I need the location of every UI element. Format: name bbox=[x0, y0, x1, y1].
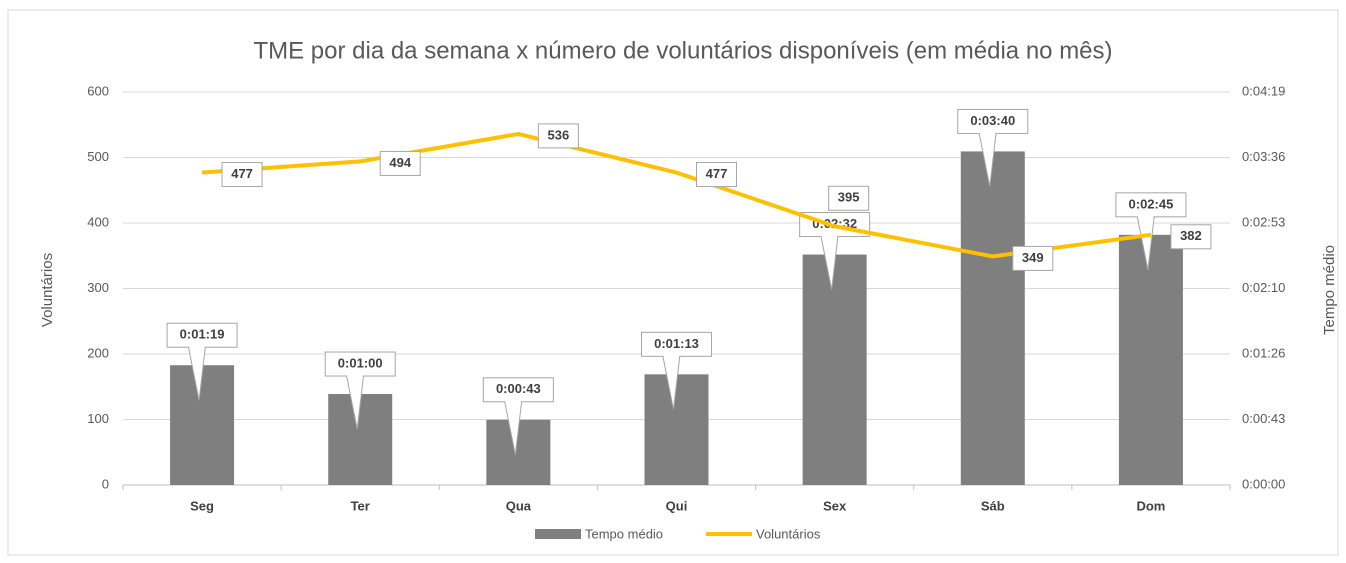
bar bbox=[960, 151, 1025, 485]
x-tick-label: Seg bbox=[190, 498, 214, 513]
y2-tick-label: 0:00:00 bbox=[1242, 476, 1285, 491]
callout-box bbox=[1012, 245, 1054, 271]
y-tick-label: 300 bbox=[87, 280, 109, 295]
y-tick-label: 0 bbox=[102, 476, 109, 491]
callout-box bbox=[482, 377, 554, 403]
callout-box bbox=[1115, 192, 1187, 218]
bar bbox=[170, 365, 235, 485]
y2-tick-label: 0:00:43 bbox=[1242, 411, 1285, 426]
callout-box bbox=[641, 331, 712, 357]
callout-box bbox=[537, 123, 579, 149]
callout-box bbox=[379, 150, 421, 176]
y-tick-label: 200 bbox=[87, 345, 109, 360]
callout-box bbox=[221, 162, 263, 188]
x-tick-label: Qua bbox=[506, 498, 532, 513]
y-tick-label: 100 bbox=[87, 411, 109, 426]
y-tick-label: 500 bbox=[87, 149, 109, 164]
data-label: 536 bbox=[548, 127, 570, 142]
x-tick-label: Dom bbox=[1136, 498, 1165, 513]
y2-axis-label: Tempo médio bbox=[1321, 245, 1338, 335]
y-tick-label: 400 bbox=[87, 214, 109, 229]
data-label: 382 bbox=[1180, 228, 1202, 243]
data-label: 349 bbox=[1022, 250, 1044, 265]
data-label: 0:01:13 bbox=[654, 336, 699, 351]
data-label: 0:01:19 bbox=[180, 327, 225, 342]
legend-swatch bbox=[535, 529, 581, 539]
line bbox=[201, 131, 1152, 259]
x-tick-label: Ter bbox=[351, 498, 370, 513]
data-label: 494 bbox=[389, 155, 411, 170]
y-tick-label: 600 bbox=[87, 83, 109, 98]
chart-title: TME por dia da semana x número de volunt… bbox=[253, 37, 1112, 64]
y-axis-label: Voluntários bbox=[39, 253, 56, 327]
y2-tick-label: 0:02:53 bbox=[1242, 214, 1285, 229]
y2-tick-label: 0:04:19 bbox=[1242, 83, 1285, 98]
callout-box bbox=[828, 185, 870, 211]
legend-label: Voluntários bbox=[756, 526, 821, 541]
x-tick-label: Qui bbox=[666, 498, 688, 513]
data-label: 0:01:00 bbox=[338, 355, 383, 370]
x-tick-label: Sáb bbox=[981, 498, 1005, 513]
bar bbox=[802, 254, 867, 485]
data-label: 477 bbox=[706, 166, 728, 181]
callout-box bbox=[957, 108, 1029, 134]
bar bbox=[1118, 234, 1183, 485]
y2-tick-label: 0:02:10 bbox=[1242, 280, 1285, 295]
y2-tick-label: 0:03:36 bbox=[1242, 149, 1285, 164]
callout-box bbox=[696, 162, 737, 188]
bar bbox=[328, 394, 393, 485]
data-label: 0:00:43 bbox=[496, 381, 541, 396]
data-label: 395 bbox=[838, 190, 860, 205]
y2-tick-label: 0:01:26 bbox=[1242, 345, 1285, 360]
data-label: 0:03:40 bbox=[970, 113, 1015, 128]
x-tick-label: Sex bbox=[823, 498, 847, 513]
legend-label: Tempo médio bbox=[585, 526, 663, 541]
callout-box bbox=[166, 322, 238, 348]
callout-box bbox=[1170, 224, 1212, 250]
data-label: 0:02:45 bbox=[1129, 196, 1174, 211]
bar bbox=[644, 374, 709, 485]
data-label: 477 bbox=[231, 166, 253, 181]
